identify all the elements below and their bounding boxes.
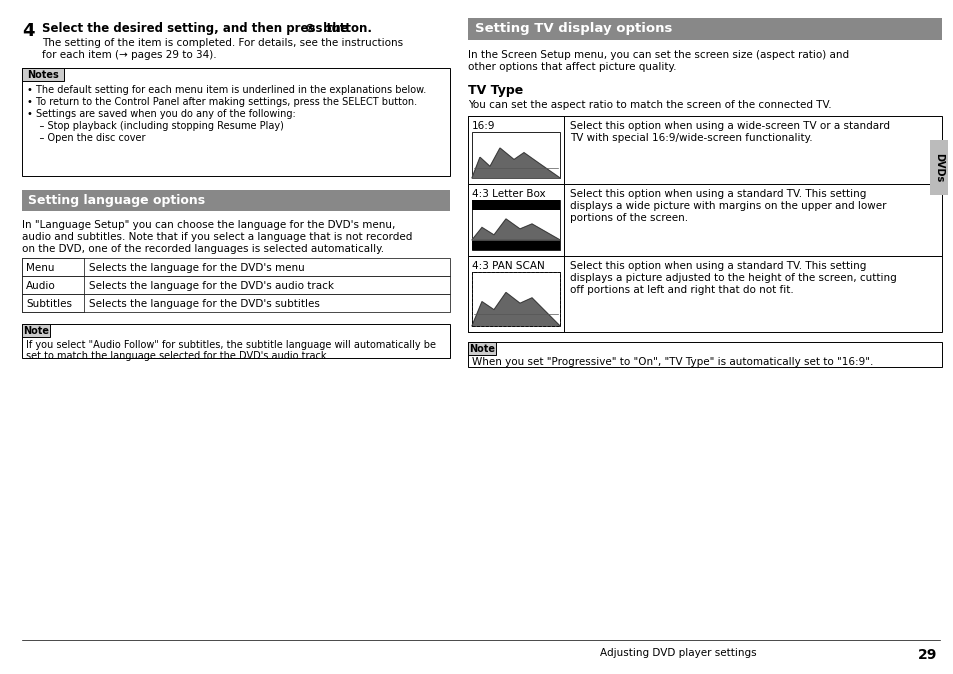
Bar bbox=[22, 276, 450, 294]
Bar bbox=[468, 116, 563, 184]
Text: set to match the language selected for the DVD's audio track.: set to match the language selected for t… bbox=[26, 351, 329, 361]
Text: audio and subtitles. Note that if you select a language that is not recorded: audio and subtitles. Note that if you se… bbox=[22, 232, 412, 242]
Text: for each item (→ pages 29 to 34).: for each item (→ pages 29 to 34). bbox=[42, 50, 216, 60]
Text: Menu: Menu bbox=[26, 263, 54, 273]
Text: TV Type: TV Type bbox=[468, 84, 522, 97]
Text: In "Language Setup" you can choose the language for the DVD's menu,: In "Language Setup" you can choose the l… bbox=[22, 220, 395, 230]
Text: Audio: Audio bbox=[26, 281, 55, 291]
Text: Selects the language for the DVD's menu: Selects the language for the DVD's menu bbox=[89, 263, 304, 273]
Bar bbox=[472, 200, 559, 250]
Text: When you set "Progressive" to "On", "TV Type" is automatically set to "16:9".: When you set "Progressive" to "On", "TV … bbox=[472, 357, 872, 367]
Bar bbox=[929, 140, 947, 195]
Text: 4:3 Letter Box: 4:3 Letter Box bbox=[472, 189, 545, 199]
Text: Note: Note bbox=[469, 344, 495, 354]
Bar bbox=[22, 294, 450, 312]
Text: button.: button. bbox=[318, 22, 372, 35]
Text: other options that affect picture quality.: other options that affect picture qualit… bbox=[468, 62, 676, 72]
Text: 16:9: 16:9 bbox=[472, 121, 495, 131]
Text: DVDs: DVDs bbox=[933, 153, 943, 182]
Text: Setting language options: Setting language options bbox=[28, 194, 205, 207]
Bar bbox=[22, 258, 450, 276]
Polygon shape bbox=[472, 219, 559, 240]
Text: In the Screen Setup menu, you can set the screen size (aspect ratio) and: In the Screen Setup menu, you can set th… bbox=[468, 50, 848, 60]
Text: Subtitles: Subtitles bbox=[26, 299, 71, 309]
Text: Notes: Notes bbox=[27, 70, 59, 80]
Text: Select this option when using a standard TV. This setting: Select this option when using a standard… bbox=[569, 261, 865, 271]
Bar bbox=[472, 200, 559, 210]
Bar bbox=[22, 324, 450, 358]
Text: on the DVD, one of the recorded languages is selected automatically.: on the DVD, one of the recorded language… bbox=[22, 244, 384, 254]
Bar bbox=[468, 116, 941, 184]
Bar bbox=[468, 184, 563, 256]
Bar bbox=[22, 190, 450, 211]
Text: TV with special 16:9/wide-screen functionality.: TV with special 16:9/wide-screen functio… bbox=[569, 133, 812, 143]
Bar bbox=[472, 240, 559, 250]
Bar bbox=[472, 272, 559, 326]
Bar bbox=[468, 256, 941, 332]
Polygon shape bbox=[472, 293, 559, 326]
Text: 29: 29 bbox=[917, 648, 937, 662]
Text: – Open the disc cover: – Open the disc cover bbox=[27, 133, 146, 143]
Text: Setting TV display options: Setting TV display options bbox=[475, 22, 672, 35]
Text: displays a wide picture with margins on the upper and lower: displays a wide picture with margins on … bbox=[569, 201, 885, 211]
Bar bbox=[472, 132, 559, 178]
Text: • To return to the Control Panel after making settings, press the SELECT button.: • To return to the Control Panel after m… bbox=[27, 97, 416, 107]
Bar bbox=[22, 68, 450, 176]
Bar bbox=[468, 342, 941, 367]
Bar bbox=[22, 276, 84, 294]
Polygon shape bbox=[472, 148, 559, 178]
Bar bbox=[468, 256, 563, 332]
Text: off portions at left and right that do not fit.: off portions at left and right that do n… bbox=[569, 285, 793, 295]
Text: Selects the language for the DVD's audio track: Selects the language for the DVD's audio… bbox=[89, 281, 334, 291]
Bar bbox=[22, 324, 50, 337]
Text: Selects the language for the DVD's subtitles: Selects the language for the DVD's subti… bbox=[89, 299, 319, 309]
Text: displays a picture adjusted to the height of the screen, cutting: displays a picture adjusted to the heigh… bbox=[569, 273, 896, 283]
Text: The setting of the item is completed. For details, see the instructions: The setting of the item is completed. Fo… bbox=[42, 38, 403, 48]
Text: Select this option when using a wide-screen TV or a standard: Select this option when using a wide-scr… bbox=[569, 121, 889, 131]
Text: portions of the screen.: portions of the screen. bbox=[569, 213, 687, 223]
Bar bbox=[22, 294, 84, 312]
Text: Note: Note bbox=[23, 326, 49, 336]
Text: If you select "Audio Follow" for subtitles, the subtitle language will automatic: If you select "Audio Follow" for subtitl… bbox=[26, 340, 436, 350]
Bar bbox=[22, 258, 84, 276]
Bar bbox=[468, 18, 941, 40]
Text: Select this option when using a standard TV. This setting: Select this option when using a standard… bbox=[569, 189, 865, 199]
Text: ⊗: ⊗ bbox=[305, 22, 315, 35]
Text: You can set the aspect ratio to match the screen of the connected TV.: You can set the aspect ratio to match th… bbox=[468, 100, 831, 110]
Text: – Stop playback (including stopping Resume Play): – Stop playback (including stopping Resu… bbox=[27, 121, 284, 131]
Text: • The default setting for each menu item is underlined in the explanations below: • The default setting for each menu item… bbox=[27, 85, 426, 95]
Text: 4:3 PAN SCAN: 4:3 PAN SCAN bbox=[472, 261, 544, 271]
Text: 4: 4 bbox=[22, 22, 34, 40]
Bar bbox=[468, 184, 941, 256]
Bar bbox=[22, 68, 64, 81]
Text: • Settings are saved when you do any of the following:: • Settings are saved when you do any of … bbox=[27, 109, 295, 119]
Text: Adjusting DVD player settings: Adjusting DVD player settings bbox=[599, 648, 756, 658]
Bar bbox=[472, 272, 559, 326]
Bar bbox=[468, 342, 496, 355]
Text: Select the desired setting, and then press the: Select the desired setting, and then pre… bbox=[42, 22, 353, 35]
